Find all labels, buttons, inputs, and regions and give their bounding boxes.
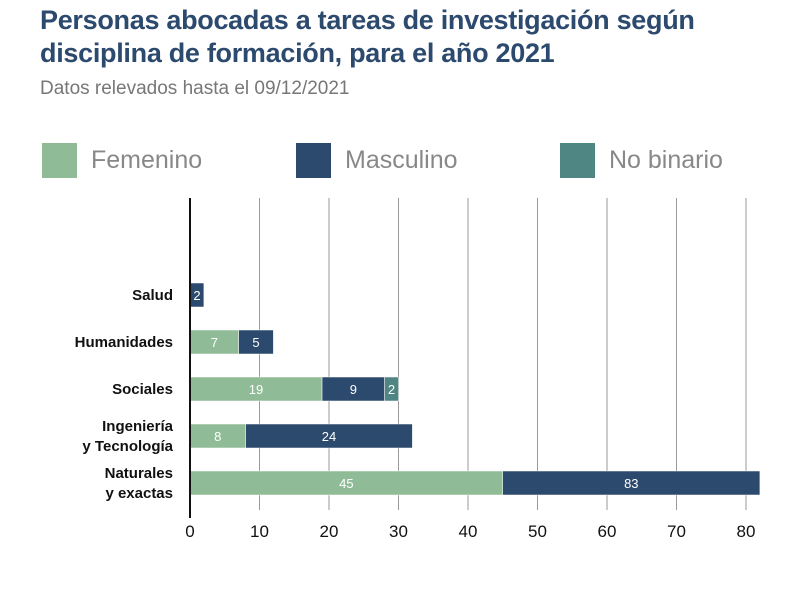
x-tick-label: 0 (185, 522, 194, 541)
bar-femenino (189, 470, 503, 496)
bar-femenino (189, 376, 323, 402)
data-label: 45 (339, 476, 353, 491)
data-label: 7 (211, 335, 218, 350)
legend-label: Femenino (91, 145, 203, 174)
legend-item-femenino: Femenino (42, 142, 202, 178)
category-label: Naturales (105, 465, 173, 482)
bar-masculino (238, 329, 274, 355)
legend-swatch (560, 142, 595, 178)
x-tick-label: 40 (459, 522, 478, 541)
data-label: 2 (388, 382, 395, 397)
bar-no-binario (384, 376, 399, 402)
data-label: 8 (214, 429, 221, 444)
legend-label: Masculino (345, 145, 458, 174)
x-tick-label: 30 (389, 522, 408, 541)
chart-title: Personas abocadas a tareas de investigac… (40, 5, 695, 68)
x-tick-label: 60 (598, 522, 617, 541)
data-label: 5 (252, 335, 259, 350)
category-label: Salud (132, 287, 173, 304)
bar-masculino (245, 423, 413, 449)
bar-masculino (321, 376, 385, 402)
x-tick-label: 10 (250, 522, 269, 541)
legend-item-masculino: Masculino (296, 142, 458, 178)
data-label: 19 (249, 382, 263, 397)
x-tick-label: 70 (667, 522, 686, 541)
data-label: 24 (322, 429, 336, 444)
category-label: y Tecnología (82, 438, 173, 455)
x-tick-label: 80 (737, 522, 756, 541)
category-label: Sociales (112, 381, 173, 398)
category-label: y exactas (105, 485, 173, 502)
data-label: 2 (193, 288, 200, 303)
chart-subtitle: Datos relevados hasta el 09/12/2021 (40, 78, 350, 99)
legend-item-no-binario: No binario (560, 142, 723, 178)
legend-swatch (296, 142, 331, 178)
bar-femenino (189, 329, 239, 355)
category-label: Humanidades (75, 334, 173, 351)
data-label: 83 (624, 476, 638, 491)
x-tick-label: 50 (528, 522, 547, 541)
legend-swatch (42, 142, 77, 178)
category-label: Ingeniería (102, 418, 174, 435)
bar-masculino (502, 470, 761, 496)
x-tick-label: 20 (320, 522, 339, 541)
data-label: 9 (350, 382, 357, 397)
legend-label: No binario (609, 145, 723, 174)
